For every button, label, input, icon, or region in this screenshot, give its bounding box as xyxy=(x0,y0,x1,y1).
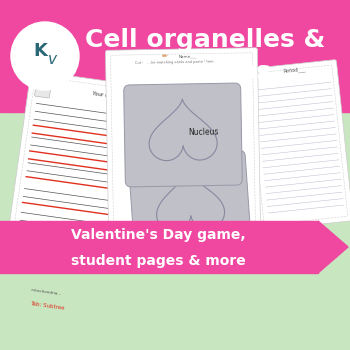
FancyBboxPatch shape xyxy=(105,48,260,232)
Text: Your organelle: Your organelle xyxy=(92,91,130,101)
Text: v: v xyxy=(48,51,56,66)
Text: functions: functions xyxy=(139,60,271,84)
Text: mitochondria...: mitochondria... xyxy=(30,288,61,296)
Polygon shape xyxy=(149,99,217,161)
Text: Period___: Period___ xyxy=(283,66,306,74)
Text: student pages & more: student pages & more xyxy=(71,254,245,268)
Text: Cell organelles &: Cell organelles & xyxy=(85,28,325,52)
Circle shape xyxy=(11,22,79,90)
Text: Tab: Subtree: Tab: Subtree xyxy=(30,301,65,311)
FancyBboxPatch shape xyxy=(8,71,152,250)
Text: K: K xyxy=(33,42,47,60)
Text: ia: ia xyxy=(219,224,225,230)
Bar xyxy=(0,221,318,273)
Polygon shape xyxy=(318,221,348,273)
Text: Nucleus: Nucleus xyxy=(188,127,218,137)
FancyBboxPatch shape xyxy=(35,78,52,98)
Text: Cut out the matching cards and paste them...: Cut out the matching cards and paste the… xyxy=(135,59,217,65)
FancyBboxPatch shape xyxy=(124,83,242,187)
Text: ✏: ✏ xyxy=(162,53,168,59)
FancyBboxPatch shape xyxy=(243,60,350,230)
FancyBboxPatch shape xyxy=(128,150,252,260)
Bar xyxy=(0,0,350,112)
Text: Valentine's Day game,: Valentine's Day game, xyxy=(71,228,245,242)
Polygon shape xyxy=(157,169,225,231)
Text: Name___: Name___ xyxy=(179,54,197,58)
